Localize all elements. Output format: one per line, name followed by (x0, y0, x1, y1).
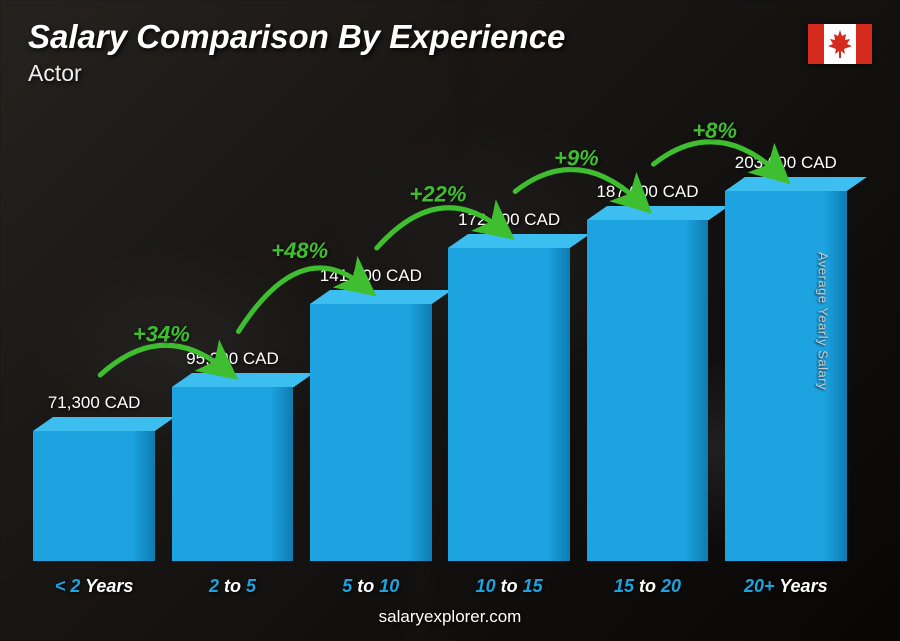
bar (310, 304, 432, 561)
y-axis-label: Average Yearly Salary (815, 251, 830, 389)
bar-column: 71,300 CAD< 2 Years (30, 81, 158, 561)
category-label: 20+ Years (744, 576, 828, 597)
page-title: Salary Comparison By Experience (28, 18, 565, 56)
category-label: 5 to 10 (342, 576, 399, 597)
value-label: 141,000 CAD (320, 266, 422, 286)
bar-column: 187,000 CAD15 to 20 (583, 81, 711, 561)
category-label: 2 to 5 (209, 576, 256, 597)
value-label: 203,000 CAD (735, 153, 837, 173)
value-label: 95,200 CAD (186, 349, 279, 369)
category-label: < 2 Years (55, 576, 134, 597)
bar-chart: 71,300 CAD< 2 Years95,200 CAD2 to 5141,0… (30, 81, 850, 561)
bar-column: 95,200 CAD2 to 5 (168, 81, 296, 561)
bar (172, 387, 294, 561)
category-label: 10 to 15 (476, 576, 543, 597)
bar-column: 203,000 CAD20+ Years (722, 81, 850, 561)
bar (448, 248, 570, 561)
bar (33, 431, 155, 561)
header: Salary Comparison By Experience Actor (28, 18, 565, 87)
bar-column: 141,000 CAD5 to 10 (307, 81, 435, 561)
category-label: 15 to 20 (614, 576, 681, 597)
bar-column: 172,000 CAD10 to 15 (445, 81, 573, 561)
bar (587, 220, 709, 561)
footer-attribution: salaryexplorer.com (0, 607, 900, 627)
value-label: 172,000 CAD (458, 210, 560, 230)
canada-flag-icon (808, 24, 872, 64)
value-label: 187,000 CAD (596, 182, 698, 202)
value-label: 71,300 CAD (48, 393, 141, 413)
